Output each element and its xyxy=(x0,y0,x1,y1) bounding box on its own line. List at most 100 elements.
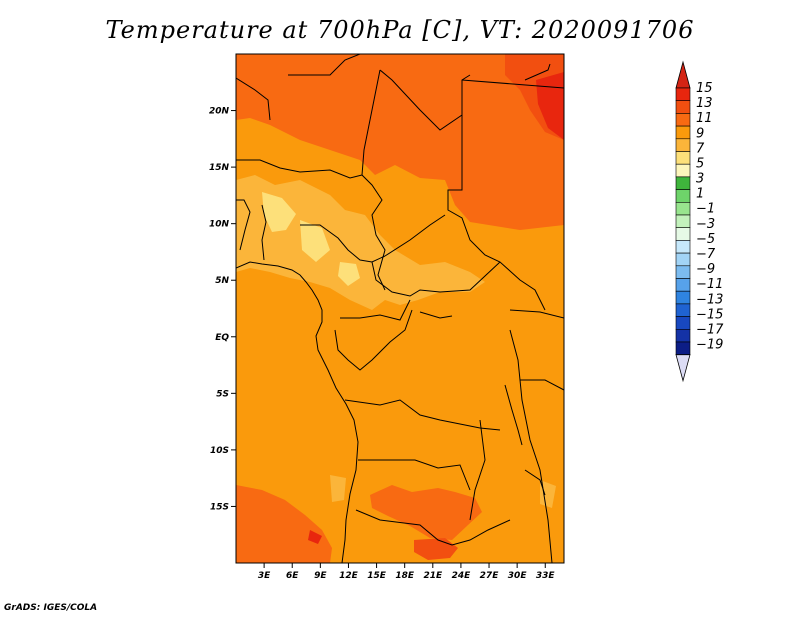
colorbar-swatch xyxy=(675,341,691,355)
lat-tick-label: 5N xyxy=(215,276,229,286)
colorbar-swatch xyxy=(675,176,691,190)
field-pale-patch-2 xyxy=(300,220,330,262)
colorbar-label: −9 xyxy=(696,262,715,277)
grads-credit: GrADS: IGES/COLA xyxy=(4,603,98,613)
atlantic-coastline xyxy=(236,261,359,563)
country-borders xyxy=(236,54,564,563)
colorbar-label: 13 xyxy=(696,96,713,111)
colorbar-label: −1 xyxy=(696,202,715,217)
lon-tick-label: 27E xyxy=(480,571,500,581)
colorbar-label: 15 xyxy=(696,81,713,96)
colorbar-swatch xyxy=(675,87,691,101)
lon-tick-label: 6E xyxy=(286,571,299,581)
colorbar-label: −15 xyxy=(696,307,723,322)
colorbar-label: −3 xyxy=(696,217,715,232)
colorbar-swatch xyxy=(675,151,691,165)
temperature-field xyxy=(236,54,564,563)
border-angola-zambia xyxy=(358,459,471,491)
lon-tick-label: 15E xyxy=(367,571,387,581)
lake-tanganyika xyxy=(504,384,523,446)
lat-tick-label: 15S xyxy=(210,502,229,512)
colorbar-label: −19 xyxy=(696,338,723,353)
border-togo-ghana xyxy=(236,199,251,251)
field-warm-north xyxy=(236,54,564,230)
lon-tick-label: 9E xyxy=(314,571,327,581)
lat-tick-label: 10S xyxy=(210,446,229,456)
colorbar-swatch xyxy=(675,316,691,330)
border-sudan xyxy=(447,115,546,311)
colorbar-swatch xyxy=(675,125,691,140)
border-namibia xyxy=(355,509,511,546)
field-light-sahel xyxy=(236,175,485,310)
colorbar-swatch xyxy=(675,163,691,178)
lon-tick-label: 21E xyxy=(423,571,443,581)
border-benin xyxy=(261,204,267,261)
border-north-1 xyxy=(288,54,361,76)
lake-malawi xyxy=(524,469,546,496)
field-warm-south xyxy=(370,485,482,540)
colorbar-swatch xyxy=(675,227,691,241)
colorbar-label: 9 xyxy=(696,126,704,141)
lon-tick-label: 12E xyxy=(339,571,359,581)
colorbar-bottom-arrow xyxy=(675,354,691,383)
latitude-axis: 20N 15N 10N 5N EQ 5S 10S 15S xyxy=(209,107,236,512)
lat-tick-label: 10N xyxy=(209,220,230,230)
border-zambia-east xyxy=(469,419,486,521)
field-pale-patch-3 xyxy=(338,262,360,286)
colorbar-label: −5 xyxy=(696,232,715,247)
lon-tick-label: 24E xyxy=(452,571,472,581)
field-light-southeast xyxy=(540,480,556,508)
colorbar-swatch xyxy=(675,290,691,305)
colorbar-swatch xyxy=(675,138,691,152)
colorbar-swatch xyxy=(675,328,691,343)
border-uganda xyxy=(509,309,564,319)
colorbar-swatch xyxy=(675,303,691,317)
colorbar-swatch xyxy=(675,100,691,114)
lon-tick-label: 33E xyxy=(536,571,556,581)
lat-tick-label: 20N xyxy=(209,107,230,117)
colorbar-label: −7 xyxy=(696,247,716,262)
colorbar-label: −17 xyxy=(696,322,724,337)
field-hot-spot-southwest xyxy=(308,530,322,544)
lon-tick-label: 30E xyxy=(508,571,528,581)
border-car-south xyxy=(371,261,501,297)
colorbar-swatch xyxy=(675,202,691,216)
colorbar-swatch xyxy=(675,278,691,292)
colorbar-swatch xyxy=(675,189,691,203)
longitude-axis: 3E 6E 9E 12E 15E 18E 21E 24E 27E 30E 33E xyxy=(258,563,556,581)
border-car-north xyxy=(384,214,446,257)
colorbar-label: 5 xyxy=(696,156,704,171)
field-light-south-1 xyxy=(330,475,346,502)
border-chad-west xyxy=(361,69,386,291)
colorbar-swatch xyxy=(675,265,691,279)
river-congo xyxy=(419,311,453,319)
field-pale-patch-1 xyxy=(262,192,296,232)
border-congo-north xyxy=(340,299,411,321)
lat-tick-label: 15N xyxy=(209,163,230,173)
colorbar-top-arrow xyxy=(675,60,691,89)
colorbar-label: 3 xyxy=(696,172,704,187)
colorbar-label: 11 xyxy=(696,111,713,126)
colorbar-swatch xyxy=(675,240,691,254)
colorbar-label: 1 xyxy=(696,187,704,202)
colorbar-label: −11 xyxy=(696,277,723,292)
red-sea-coast xyxy=(524,63,551,81)
colorbar-label: −13 xyxy=(696,292,723,307)
border-niger-south xyxy=(236,159,363,179)
border-east-lakes xyxy=(509,329,553,563)
lat-tick-label: EQ xyxy=(215,333,229,343)
colorbar-label: 7 xyxy=(696,141,705,156)
field-warm-southwest xyxy=(236,485,332,563)
border-tanzania xyxy=(520,379,564,391)
map-frame xyxy=(235,53,565,564)
lat-tick-label: 5S xyxy=(216,389,229,399)
border-north-2 xyxy=(236,77,271,121)
colorbar-swatch xyxy=(675,113,691,127)
border-libya-egypt xyxy=(461,79,564,89)
lon-tick-label: 3E xyxy=(258,571,271,581)
colorbar-swatch xyxy=(675,252,691,267)
field-hottest-northeast xyxy=(536,72,564,140)
lon-tick-label: 18E xyxy=(395,571,415,581)
